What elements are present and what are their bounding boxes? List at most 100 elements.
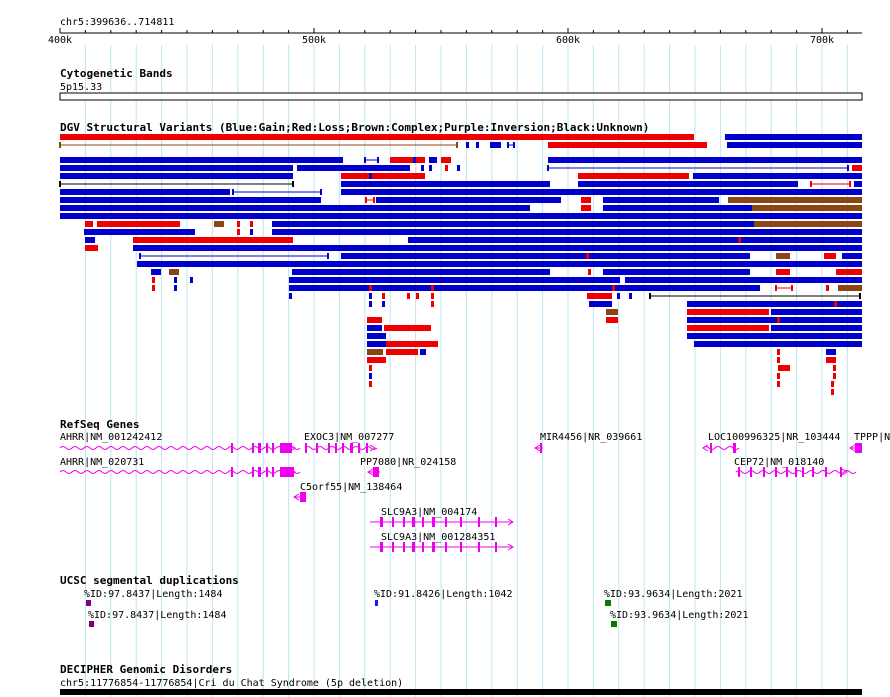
variant-bar[interactable] bbox=[589, 301, 612, 307]
variant-bar[interactable] bbox=[778, 365, 790, 371]
variant-bar[interactable] bbox=[85, 237, 95, 243]
variant-tick[interactable] bbox=[250, 229, 253, 235]
variant-bar[interactable] bbox=[687, 309, 769, 315]
variant-bar[interactable] bbox=[214, 221, 224, 227]
variant-tick[interactable] bbox=[369, 365, 372, 371]
variant-bar[interactable] bbox=[292, 269, 550, 275]
variant-bar[interactable] bbox=[606, 317, 618, 323]
variant-bar[interactable] bbox=[754, 221, 862, 227]
variant-tick[interactable] bbox=[413, 157, 416, 163]
variant-bar[interactable] bbox=[838, 285, 862, 291]
variant-bar[interactable] bbox=[390, 157, 425, 163]
variant-tick[interactable] bbox=[421, 165, 424, 171]
variant-bar[interactable] bbox=[272, 229, 862, 235]
variant-bar[interactable] bbox=[60, 134, 694, 140]
variant-tick[interactable] bbox=[152, 285, 155, 291]
variant-bar[interactable] bbox=[752, 205, 862, 211]
variant-bar[interactable] bbox=[341, 173, 425, 179]
gene-model[interactable] bbox=[370, 542, 514, 552]
variant-tick[interactable] bbox=[237, 229, 240, 235]
gene-model[interactable] bbox=[304, 443, 378, 453]
variant-bar[interactable] bbox=[581, 197, 591, 203]
variant-tick[interactable] bbox=[369, 293, 372, 299]
variant-tick[interactable] bbox=[289, 277, 292, 283]
variant-bar[interactable] bbox=[367, 317, 382, 323]
variant-tick[interactable] bbox=[407, 293, 410, 299]
variant-tick[interactable] bbox=[777, 357, 780, 363]
variant-bar[interactable] bbox=[292, 285, 760, 291]
variant-tick[interactable] bbox=[777, 381, 780, 387]
segdup-feature[interactable] bbox=[86, 600, 91, 606]
variant-bar[interactable] bbox=[292, 277, 620, 283]
variant-bar[interactable] bbox=[133, 237, 293, 243]
variant-bar[interactable] bbox=[60, 173, 293, 179]
gene-model[interactable] bbox=[293, 492, 306, 502]
variant-tick[interactable] bbox=[369, 173, 372, 179]
variant-bar[interactable] bbox=[842, 253, 862, 259]
variant-bar[interactable] bbox=[687, 301, 862, 307]
variant-bar[interactable] bbox=[367, 357, 386, 363]
variant-tick[interactable] bbox=[174, 277, 177, 283]
variant-tick[interactable] bbox=[758, 237, 761, 243]
variant-tick[interactable] bbox=[237, 221, 240, 227]
variant-bar[interactable] bbox=[771, 325, 862, 331]
variant-bar[interactable] bbox=[367, 341, 386, 347]
variant-tick[interactable] bbox=[190, 277, 193, 283]
variant-tick[interactable] bbox=[431, 285, 434, 291]
variant-bar[interactable] bbox=[578, 181, 798, 187]
variant-tick[interactable] bbox=[431, 293, 434, 299]
variant-tick[interactable] bbox=[831, 381, 834, 387]
variant-tick[interactable] bbox=[777, 373, 780, 379]
variant-tick[interactable] bbox=[407, 285, 410, 291]
variant-bar[interactable] bbox=[587, 293, 612, 299]
variant-bar[interactable] bbox=[386, 349, 418, 355]
variant-bar[interactable] bbox=[490, 142, 501, 148]
variant-bar[interactable] bbox=[836, 269, 862, 275]
variant-bar[interactable] bbox=[578, 173, 689, 179]
segdup-feature[interactable] bbox=[89, 621, 94, 627]
variant-bar[interactable] bbox=[60, 205, 530, 211]
variant-tick[interactable] bbox=[777, 349, 780, 355]
variant-bar[interactable] bbox=[97, 221, 180, 227]
variant-bar[interactable] bbox=[603, 197, 719, 203]
variant-bar[interactable] bbox=[169, 269, 179, 275]
variant-tick[interactable] bbox=[369, 285, 372, 291]
variant-bar[interactable] bbox=[826, 349, 836, 355]
variant-bar[interactable] bbox=[581, 205, 591, 211]
variant-bar[interactable] bbox=[341, 189, 862, 195]
variant-bar[interactable] bbox=[687, 333, 862, 339]
variant-tick[interactable] bbox=[429, 165, 432, 171]
variant-tick[interactable] bbox=[589, 285, 592, 291]
gene-model[interactable] bbox=[370, 517, 514, 527]
variant-tick[interactable] bbox=[586, 253, 589, 259]
variant-tick[interactable] bbox=[476, 142, 479, 148]
gene-model[interactable] bbox=[702, 443, 740, 453]
variant-bar[interactable] bbox=[441, 157, 451, 163]
variant-bar[interactable] bbox=[60, 157, 343, 163]
variant-bar[interactable] bbox=[386, 341, 438, 347]
gene-model[interactable] bbox=[59, 443, 301, 453]
variant-bar[interactable] bbox=[603, 205, 752, 211]
variant-bar[interactable] bbox=[854, 181, 862, 187]
variant-bar[interactable] bbox=[548, 142, 707, 148]
segdup-feature[interactable] bbox=[375, 600, 378, 606]
variant-bar[interactable] bbox=[85, 221, 93, 227]
variant-tick[interactable] bbox=[382, 293, 385, 299]
variant-bar[interactable] bbox=[341, 181, 550, 187]
variant-bar[interactable] bbox=[429, 157, 437, 163]
variant-bar[interactable] bbox=[341, 253, 750, 259]
variant-bar[interactable] bbox=[133, 245, 862, 251]
variant-tick[interactable] bbox=[834, 301, 837, 307]
variant-tick[interactable] bbox=[789, 309, 792, 315]
variant-tick[interactable] bbox=[152, 277, 155, 283]
variant-bar[interactable] bbox=[408, 237, 862, 243]
variant-bar[interactable] bbox=[725, 134, 862, 140]
variant-bar[interactable] bbox=[852, 165, 862, 171]
variant-tick[interactable] bbox=[826, 285, 829, 291]
variant-tick[interactable] bbox=[617, 293, 620, 299]
variant-bar[interactable] bbox=[60, 213, 862, 219]
variant-bar[interactable] bbox=[384, 325, 431, 331]
variant-tick[interactable] bbox=[431, 301, 434, 307]
variant-bar[interactable] bbox=[603, 269, 750, 275]
decipher-feature[interactable] bbox=[60, 689, 862, 695]
